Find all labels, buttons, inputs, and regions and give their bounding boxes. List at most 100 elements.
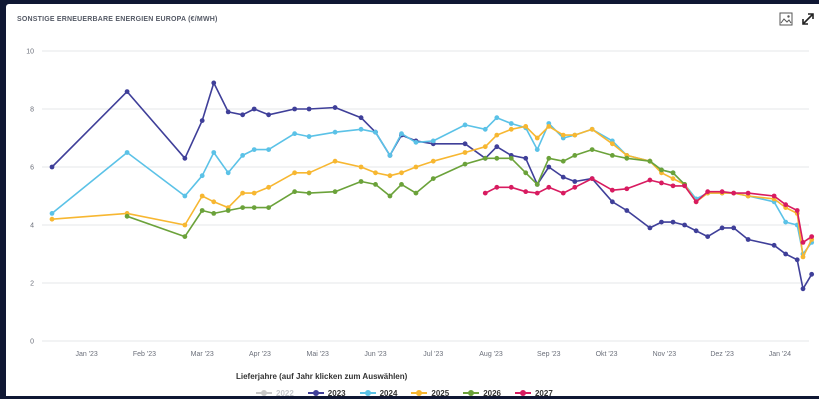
data-point-2026 bbox=[523, 170, 529, 176]
legend-item-2025[interactable]: 2025 bbox=[411, 387, 449, 399]
x-tick-label: Jul '23 bbox=[423, 351, 443, 358]
data-point-2027 bbox=[546, 184, 552, 190]
data-point-2023 bbox=[771, 242, 777, 248]
legend-swatch bbox=[256, 389, 272, 397]
data-point-2026 bbox=[199, 208, 205, 213]
data-point-2025 bbox=[399, 170, 404, 176]
data-point-2026 bbox=[560, 158, 566, 164]
legend-item-2024[interactable]: 2024 bbox=[359, 387, 397, 399]
data-point-2027 bbox=[682, 183, 687, 189]
data-point-2024 bbox=[358, 126, 364, 132]
data-point-2023 bbox=[670, 219, 676, 225]
data-point-2023 bbox=[332, 105, 338, 110]
data-point-2024 bbox=[387, 153, 393, 158]
data-point-2026 bbox=[413, 190, 419, 196]
data-point-2025 bbox=[800, 254, 806, 260]
data-point-2025 bbox=[306, 170, 312, 176]
data-point-2024 bbox=[251, 147, 257, 153]
legend-label: 2025 bbox=[431, 388, 450, 398]
data-point-2025 bbox=[494, 132, 500, 138]
data-point-2027 bbox=[482, 190, 488, 196]
data-point-2027 bbox=[659, 180, 664, 186]
legend-item-2023[interactable]: 2023 bbox=[307, 387, 346, 399]
legend-item-2022[interactable]: 2022 bbox=[256, 387, 294, 399]
image-icon[interactable] bbox=[778, 12, 794, 28]
data-point-2023 bbox=[292, 106, 298, 112]
data-point-2024 bbox=[332, 129, 338, 135]
data-point-2027 bbox=[809, 234, 815, 240]
data-point-2026 bbox=[358, 179, 364, 184]
data-point-2025 bbox=[182, 222, 188, 228]
data-point-2025 bbox=[589, 126, 595, 132]
data-point-2026 bbox=[332, 189, 338, 195]
data-point-2025 bbox=[199, 193, 205, 199]
x-tick-label: Mar '23 bbox=[191, 351, 214, 358]
x-tick-label: Jan '24 bbox=[769, 351, 791, 358]
data-point-2024 bbox=[399, 131, 404, 137]
line-chart: 0 2 4 6 8 10 Jan '23 Feb '23 Mar '23 Apr '23 Mai '… bbox=[26, 49, 815, 358]
series-line-2024 bbox=[51, 116, 813, 255]
data-point-2025 bbox=[49, 216, 55, 222]
data-point-2026 bbox=[494, 155, 500, 161]
data-point-2026 bbox=[211, 211, 217, 216]
data-point-2027 bbox=[560, 190, 566, 196]
data-point-2026 bbox=[251, 205, 257, 211]
y-tick-label: 10 bbox=[26, 49, 34, 56]
data-point-2024 bbox=[199, 173, 205, 179]
data-point-2026 bbox=[292, 189, 298, 195]
data-point-2026 bbox=[589, 147, 595, 153]
legend-item-2026[interactable]: 2026 bbox=[463, 387, 501, 399]
data-point-2027 bbox=[572, 184, 578, 190]
data-point-2025 bbox=[211, 199, 217, 205]
legend-item-2027[interactable]: 2027 bbox=[514, 387, 553, 399]
data-point-2023 bbox=[49, 164, 55, 170]
data-point-2027 bbox=[693, 199, 699, 205]
chart-title: SONSTIGE ERNEUERBARE ENERGIEN EUROPA (€/… bbox=[17, 16, 218, 23]
data-point-2026 bbox=[306, 190, 312, 196]
data-point-2025 bbox=[251, 190, 257, 196]
data-point-2027 bbox=[609, 187, 615, 193]
data-point-2023 bbox=[800, 286, 806, 292]
data-point-2023 bbox=[572, 179, 578, 184]
x-tick-label: Mai '23 bbox=[307, 351, 329, 358]
expand-arrows-icon[interactable] bbox=[800, 12, 816, 28]
data-point-2025 bbox=[462, 150, 468, 155]
data-point-2027 bbox=[670, 183, 676, 189]
y-tick-label: 0 bbox=[30, 339, 34, 346]
data-point-2023 bbox=[199, 118, 205, 123]
legend-swatch bbox=[411, 389, 428, 397]
data-point-2023 bbox=[647, 225, 653, 231]
data-point-2027 bbox=[647, 177, 653, 183]
data-point-2026 bbox=[659, 167, 664, 173]
data-point-2023 bbox=[251, 106, 257, 112]
data-point-2025 bbox=[240, 190, 246, 196]
data-point-2027 bbox=[719, 189, 725, 195]
data-point-2027 bbox=[589, 176, 595, 182]
data-point-2025 bbox=[609, 141, 615, 147]
x-tick-label: Apr '23 bbox=[249, 351, 271, 358]
data-point-2024 bbox=[266, 147, 272, 153]
data-point-2026 bbox=[482, 155, 488, 161]
data-point-2026 bbox=[373, 182, 378, 187]
data-point-2026 bbox=[572, 153, 578, 158]
x-tick-label: Sep '23 bbox=[537, 351, 561, 358]
data-point-2027 bbox=[508, 184, 514, 190]
data-point-2024 bbox=[124, 150, 130, 155]
data-point-2023 bbox=[523, 155, 529, 161]
series-line-2023 bbox=[51, 82, 813, 290]
data-point-2024 bbox=[49, 211, 55, 216]
data-point-2023 bbox=[211, 80, 217, 86]
data-point-2024 bbox=[211, 150, 217, 155]
image-icon-glyph bbox=[779, 12, 793, 26]
data-point-2024 bbox=[494, 115, 500, 121]
data-point-2026 bbox=[430, 176, 436, 182]
data-point-2024 bbox=[413, 139, 419, 145]
data-point-2026 bbox=[462, 161, 468, 167]
data-point-2023 bbox=[624, 208, 630, 213]
data-point-2024 bbox=[225, 170, 231, 176]
legend-label: 2022 bbox=[276, 388, 294, 398]
data-point-2025 bbox=[670, 176, 676, 182]
data-point-2025 bbox=[534, 135, 540, 141]
data-point-2023 bbox=[560, 174, 566, 180]
data-point-2027 bbox=[800, 240, 806, 245]
